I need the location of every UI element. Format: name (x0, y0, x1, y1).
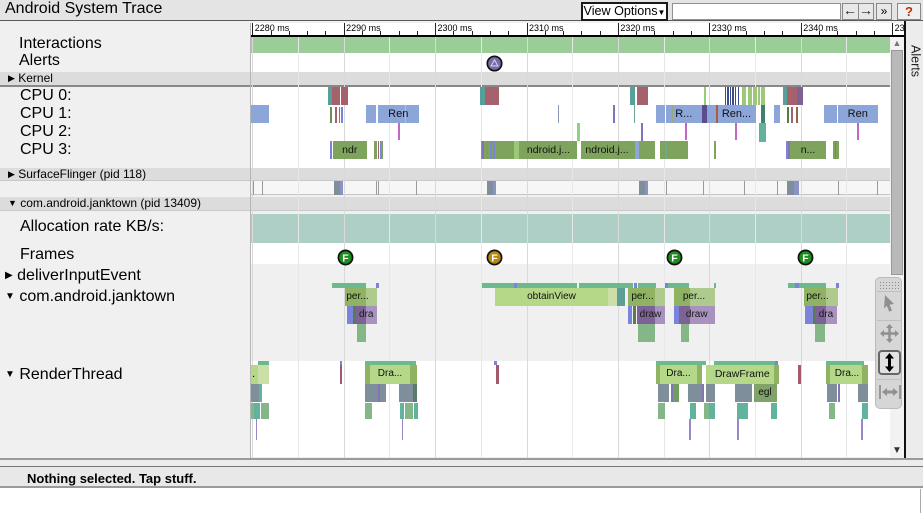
svg-text:F: F (342, 252, 349, 264)
svg-text:F: F (802, 252, 809, 264)
svg-text:F: F (671, 252, 678, 264)
svg-text:F: F (492, 252, 499, 264)
